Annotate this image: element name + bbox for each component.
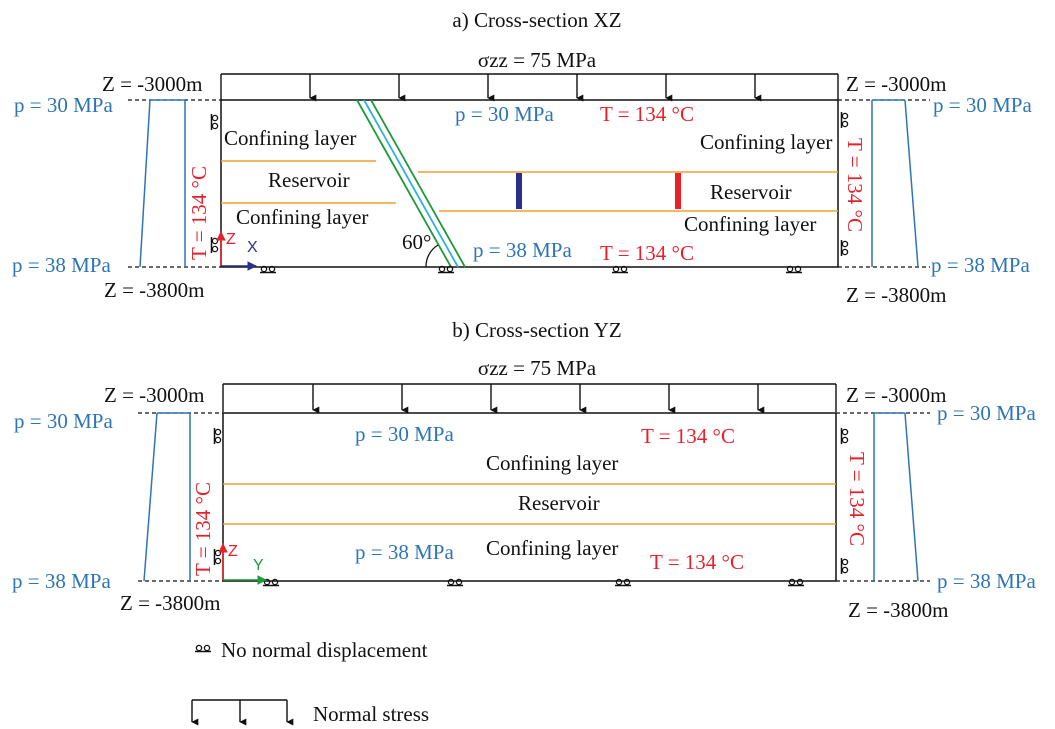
legend-roller-label: No normal displacement	[221, 638, 428, 662]
pressure-bottom-right: p = 38 MPa	[931, 253, 1030, 277]
pressure-top-right: p = 30 MPa	[937, 401, 1036, 425]
pressure-top-left: p = 30 MPa	[14, 409, 113, 433]
axis-y-label: Y	[253, 557, 264, 574]
normal-stress-load	[220, 73, 839, 102]
roller-icon	[840, 427, 849, 445]
temperature-left: T = 134 °C	[187, 166, 211, 260]
depth-bottom-left: Z = -3800m	[104, 278, 205, 302]
fault-zone	[356, 99, 466, 268]
confining-layer-top-right: Confining layer	[700, 130, 832, 154]
depth-bottom-left: Z = -3800m	[120, 591, 221, 615]
panel-b-title: b) Cross-section YZ	[452, 318, 622, 342]
panel-a-title: a) Cross-section XZ	[452, 8, 621, 32]
temperature-bottom-inner: T = 134 °C	[600, 241, 694, 265]
reservoir-left: Reservoir	[268, 168, 350, 192]
pressure-bottom-left: p = 38 MPa	[12, 569, 111, 593]
normal-stress-legend-icon	[191, 699, 294, 726]
confining-layer-bottom-right: Confining layer	[684, 212, 816, 236]
confining-layer-top-left: Confining layer	[224, 126, 356, 150]
pressure-top-right: p = 30 MPa	[933, 93, 1032, 117]
depth-bottom-right: Z = -3800m	[848, 598, 949, 622]
pressure-profile-right	[873, 412, 919, 582]
temperature-left: T = 134 °C	[191, 482, 215, 576]
roller-icon	[210, 236, 219, 254]
pressure-bottom-right: p = 38 MPa	[937, 569, 1036, 593]
pressure-top-inner: p = 30 MPa	[455, 102, 554, 126]
temperature-right: T = 134 °C	[843, 138, 867, 232]
domain-box-yz	[222, 412, 837, 582]
pressure-bottom-left: p = 38 MPa	[12, 253, 111, 277]
axis-z-label: Z	[226, 231, 236, 248]
layer-boundaries	[221, 160, 838, 212]
roller-icon	[840, 239, 849, 257]
pressure-top-left: p = 30 MPa	[14, 93, 113, 117]
panel-a-stress-label: σzz = 75 MPa	[478, 48, 597, 72]
confining-layer-bottom: Confining layer	[486, 536, 618, 560]
fault-angle-label: 60°	[402, 230, 431, 254]
pressure-bottom-inner: p = 38 MPa	[473, 238, 572, 262]
depth-top-right: Z = -3000m	[846, 72, 947, 96]
axis-z-label: Z	[228, 543, 238, 560]
temperature-top-inner: T = 134 °C	[600, 102, 694, 126]
panel-b-stress-label: σzz = 75 MPa	[478, 356, 597, 380]
roller-icon	[210, 113, 219, 131]
fault-angle-arc	[425, 244, 439, 268]
reservoir-right: Reservoir	[710, 180, 792, 204]
confining-layer-top: Confining layer	[486, 451, 618, 475]
normal-stress-load	[222, 383, 837, 414]
pressure-top-inner: p = 30 MPa	[355, 422, 454, 446]
reservoir: Reservoir	[518, 491, 600, 515]
roller-icon	[213, 548, 222, 566]
temperature-top-inner: T = 134 °C	[641, 424, 735, 448]
monitor-bar-red	[675, 173, 681, 209]
axis-x-label: X	[247, 239, 258, 256]
pressure-profile-left	[139, 99, 186, 268]
confining-layer-bottom-left: Confining layer	[236, 205, 368, 229]
depth-top-left: Z = -3000m	[102, 72, 203, 96]
temperature-right: T = 134 °C	[845, 452, 869, 546]
legend-stress-label: Normal stress	[313, 702, 429, 726]
pressure-bottom-inner: p = 38 MPa	[355, 540, 454, 564]
depth-bottom-right: Z = -3800m	[846, 283, 947, 307]
panel-a: a) Cross-section XZ σzz = 75 MPa	[12, 8, 1032, 307]
depth-top-right: Z = -3000m	[846, 383, 947, 407]
roller-icon	[840, 111, 849, 129]
legend: No normal displacement Normal stress	[191, 638, 429, 726]
layer-boundaries	[223, 483, 836, 525]
monitor-bar-navy	[516, 173, 522, 209]
pressure-profile-left	[143, 412, 191, 582]
roller-icon	[194, 644, 212, 653]
temperature-bottom-inner: T = 134 °C	[650, 550, 744, 574]
panel-b: b) Cross-section YZ σzz = 75 MPa Confini…	[12, 318, 1036, 622]
roller-icon	[213, 427, 222, 445]
domain-box-xz	[220, 99, 839, 268]
depth-top-left: Z = -3000m	[104, 383, 205, 407]
pressure-profile-right	[871, 99, 919, 268]
roller-icon	[840, 557, 849, 575]
